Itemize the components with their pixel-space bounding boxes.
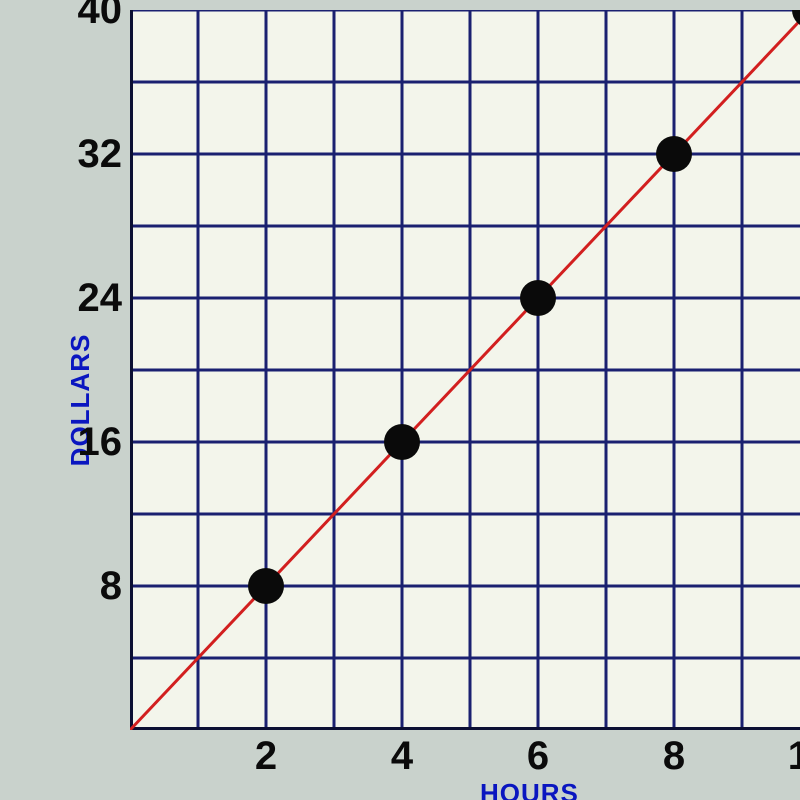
plot-area	[130, 10, 800, 730]
chart-viewport: DOLLARS 816243240 246810 HOURS	[0, 0, 800, 800]
x-axis-label: HOURS	[480, 778, 579, 800]
y-tick-label: 40	[62, 0, 122, 33]
x-tick-label: 10	[780, 734, 800, 779]
x-tick-label: 6	[508, 734, 568, 779]
y-tick-label: 24	[62, 276, 122, 321]
y-tick-label: 16	[62, 420, 122, 465]
y-tick-label: 32	[62, 132, 122, 177]
y-tick-label: 8	[62, 564, 122, 609]
chart-svg	[130, 10, 800, 730]
x-tick-label: 8	[644, 734, 704, 779]
x-tick-label: 2	[236, 734, 296, 779]
x-tick-label: 4	[372, 734, 432, 779]
